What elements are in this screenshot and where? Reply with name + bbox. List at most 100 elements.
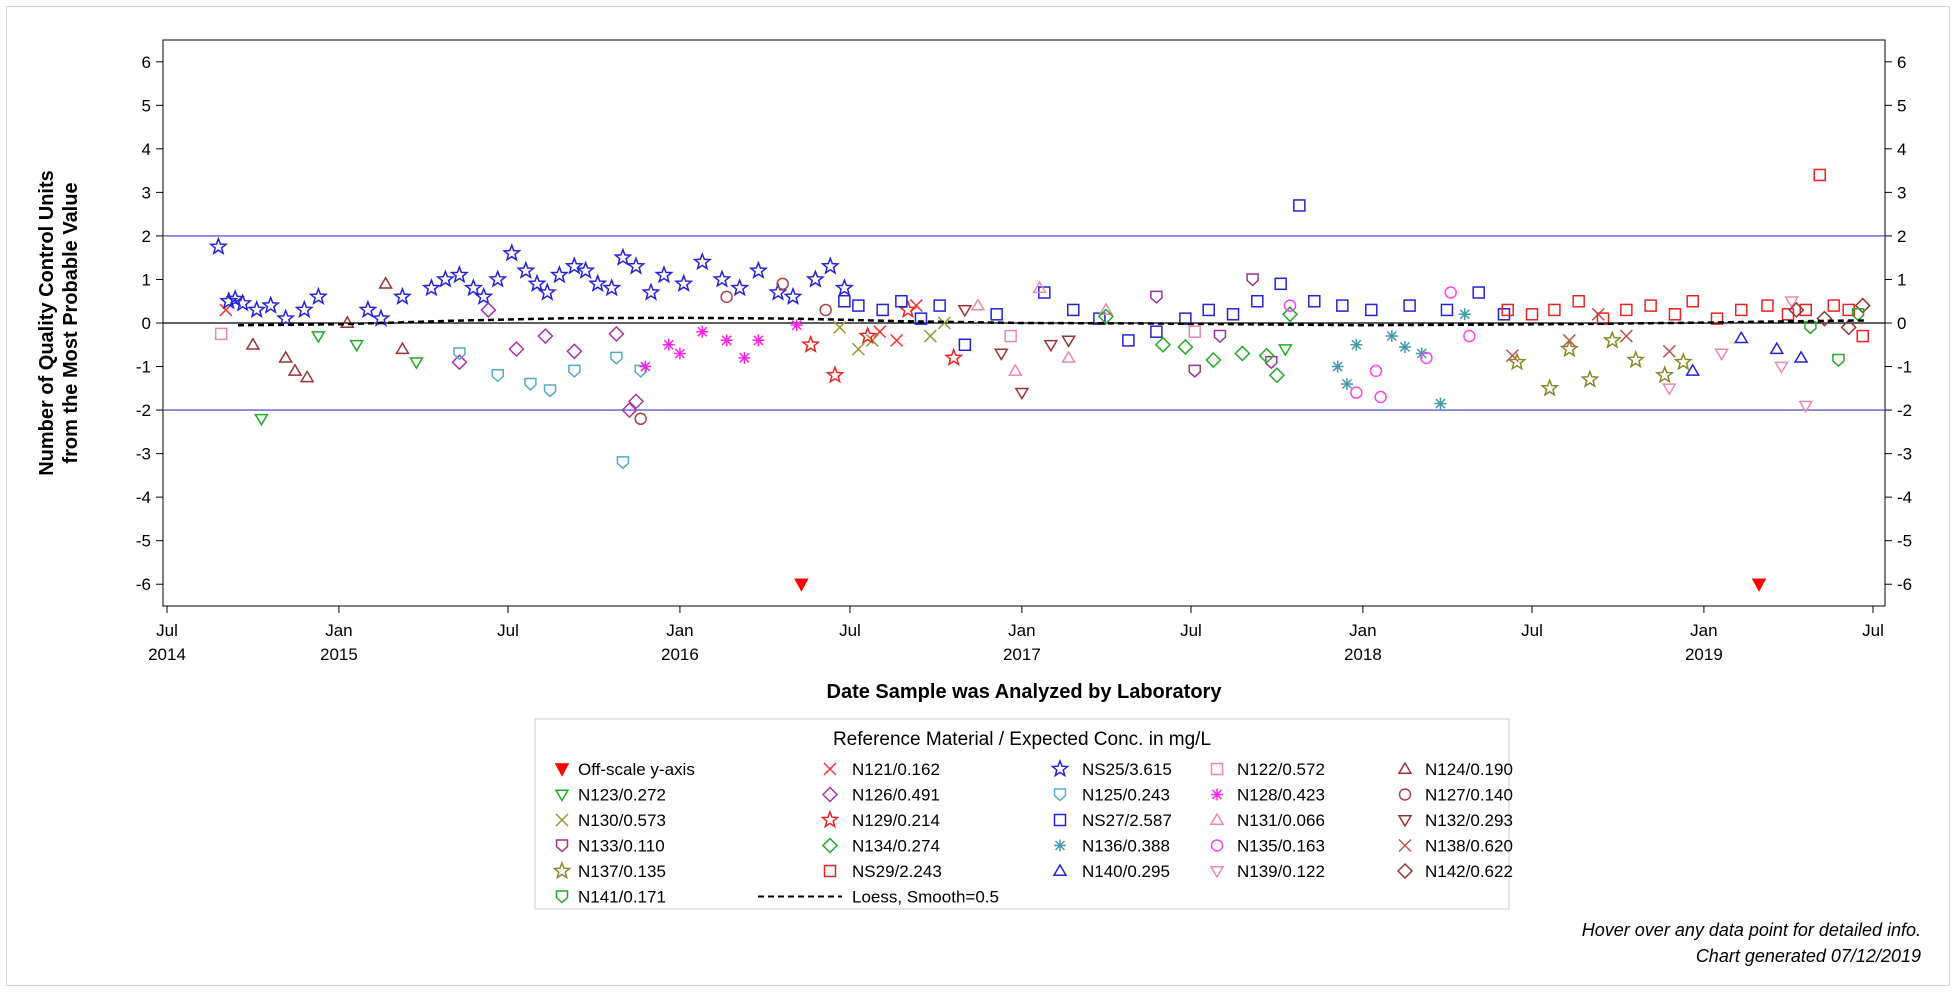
data-point[interactable] xyxy=(1246,273,1259,287)
data-point[interactable] xyxy=(516,260,536,279)
data-point[interactable] xyxy=(1213,329,1227,344)
data-point[interactable] xyxy=(1793,350,1809,363)
data-point[interactable] xyxy=(662,338,675,351)
data-point[interactable] xyxy=(449,264,469,284)
data-point[interactable] xyxy=(1840,319,1857,336)
data-point[interactable] xyxy=(819,303,832,317)
data-point[interactable] xyxy=(1626,349,1646,369)
data-point[interactable] xyxy=(474,286,494,305)
data-point[interactable] xyxy=(1620,303,1633,317)
data-point[interactable] xyxy=(613,247,633,266)
legend-swatch[interactable] xyxy=(1210,839,1224,852)
data-point[interactable] xyxy=(245,337,261,350)
data-point[interactable] xyxy=(1283,299,1297,312)
data-point[interactable] xyxy=(1463,329,1476,343)
data-point[interactable] xyxy=(1654,365,1675,384)
data-point[interactable] xyxy=(692,251,713,271)
data-point[interactable] xyxy=(1258,347,1275,364)
data-point[interactable] xyxy=(537,282,557,301)
data-point[interactable] xyxy=(748,260,769,279)
data-point[interactable] xyxy=(776,277,789,291)
data-point[interactable] xyxy=(1458,308,1471,321)
data-point[interactable] xyxy=(1341,377,1353,390)
legend-swatch[interactable] xyxy=(823,864,837,878)
data-point[interactable] xyxy=(308,286,329,305)
data-point[interactable] xyxy=(1150,325,1163,338)
data-point[interactable] xyxy=(1398,340,1411,353)
legend-swatch[interactable] xyxy=(1209,812,1225,825)
data-point[interactable] xyxy=(275,308,296,327)
data-point[interactable] xyxy=(1374,390,1387,404)
data-point[interactable] xyxy=(820,256,840,275)
data-point[interactable] xyxy=(1497,308,1511,321)
legend-swatch[interactable] xyxy=(823,762,837,776)
data-point[interactable] xyxy=(1501,303,1514,317)
legend-swatch[interactable] xyxy=(554,763,570,777)
data-point[interactable] xyxy=(254,413,269,427)
data-point[interactable] xyxy=(1150,290,1163,304)
data-point[interactable] xyxy=(1761,299,1774,312)
legend-swatch[interactable] xyxy=(1210,762,1224,776)
data-point[interactable] xyxy=(898,299,918,319)
data-point[interactable] xyxy=(990,308,1003,321)
data-point[interactable] xyxy=(1827,299,1841,312)
data-point[interactable] xyxy=(1580,369,1600,388)
data-point[interactable] xyxy=(1281,306,1299,323)
data-point[interactable] xyxy=(1420,351,1433,365)
legend-swatch[interactable] xyxy=(555,839,569,853)
data-point[interactable] xyxy=(1572,294,1585,308)
data-point[interactable] xyxy=(588,273,608,293)
data-point[interactable] xyxy=(914,312,928,325)
data-point[interactable] xyxy=(720,334,733,347)
data-point[interactable] xyxy=(730,278,750,297)
data-point[interactable] xyxy=(1602,330,1622,349)
data-point[interactable] xyxy=(1014,387,1030,401)
data-point[interactable] xyxy=(1710,312,1724,325)
data-point[interactable] xyxy=(299,369,315,383)
data-point[interactable] xyxy=(1714,348,1729,361)
data-point[interactable] xyxy=(1842,303,1855,317)
legend-swatch[interactable] xyxy=(1209,866,1225,879)
data-point[interactable] xyxy=(937,316,951,330)
data-point[interactable] xyxy=(543,384,557,398)
data-point[interactable] xyxy=(287,363,303,376)
data-point[interactable] xyxy=(1735,303,1748,317)
data-point[interactable] xyxy=(1293,199,1306,212)
data-point[interactable] xyxy=(1784,296,1800,309)
data-point[interactable] xyxy=(616,456,630,470)
data-point[interactable] xyxy=(1268,367,1285,384)
data-point[interactable] xyxy=(463,278,484,297)
data-point[interactable] xyxy=(568,364,581,378)
data-point[interactable] xyxy=(610,351,623,365)
data-point[interactable] xyxy=(1591,307,1605,321)
data-point[interactable] xyxy=(1226,308,1240,321)
data-point[interactable] xyxy=(851,342,865,356)
legend-swatch[interactable] xyxy=(1053,788,1067,802)
data-point[interactable] xyxy=(970,298,986,311)
data-point[interactable] xyxy=(1751,578,1767,592)
data-point[interactable] xyxy=(834,278,855,297)
data-point[interactable] xyxy=(214,327,228,341)
data-point[interactable] xyxy=(1365,303,1378,317)
data-point[interactable] xyxy=(1548,303,1561,317)
legend-swatch[interactable] xyxy=(1398,838,1412,853)
data-point[interactable] xyxy=(1673,352,1693,371)
data-point[interactable] xyxy=(527,273,547,293)
data-point[interactable] xyxy=(488,269,508,288)
data-point[interactable] xyxy=(294,299,314,319)
data-point[interactable] xyxy=(1644,299,1657,312)
data-point[interactable] xyxy=(1444,286,1457,299)
data-point[interactable] xyxy=(1403,299,1416,312)
data-point[interactable] xyxy=(858,326,878,345)
data-point[interactable] xyxy=(1098,302,1114,315)
legend-swatch[interactable] xyxy=(820,809,840,829)
data-point[interactable] xyxy=(409,357,424,370)
data-point[interactable] xyxy=(634,412,647,426)
data-point[interactable] xyxy=(537,328,554,345)
data-point[interactable] xyxy=(1350,338,1363,351)
data-point[interactable] xyxy=(1525,308,1539,321)
data-point[interactable] xyxy=(311,331,326,344)
data-point[interactable] xyxy=(233,293,253,312)
data-point[interactable] xyxy=(1154,336,1172,353)
data-point[interactable] xyxy=(890,333,904,347)
